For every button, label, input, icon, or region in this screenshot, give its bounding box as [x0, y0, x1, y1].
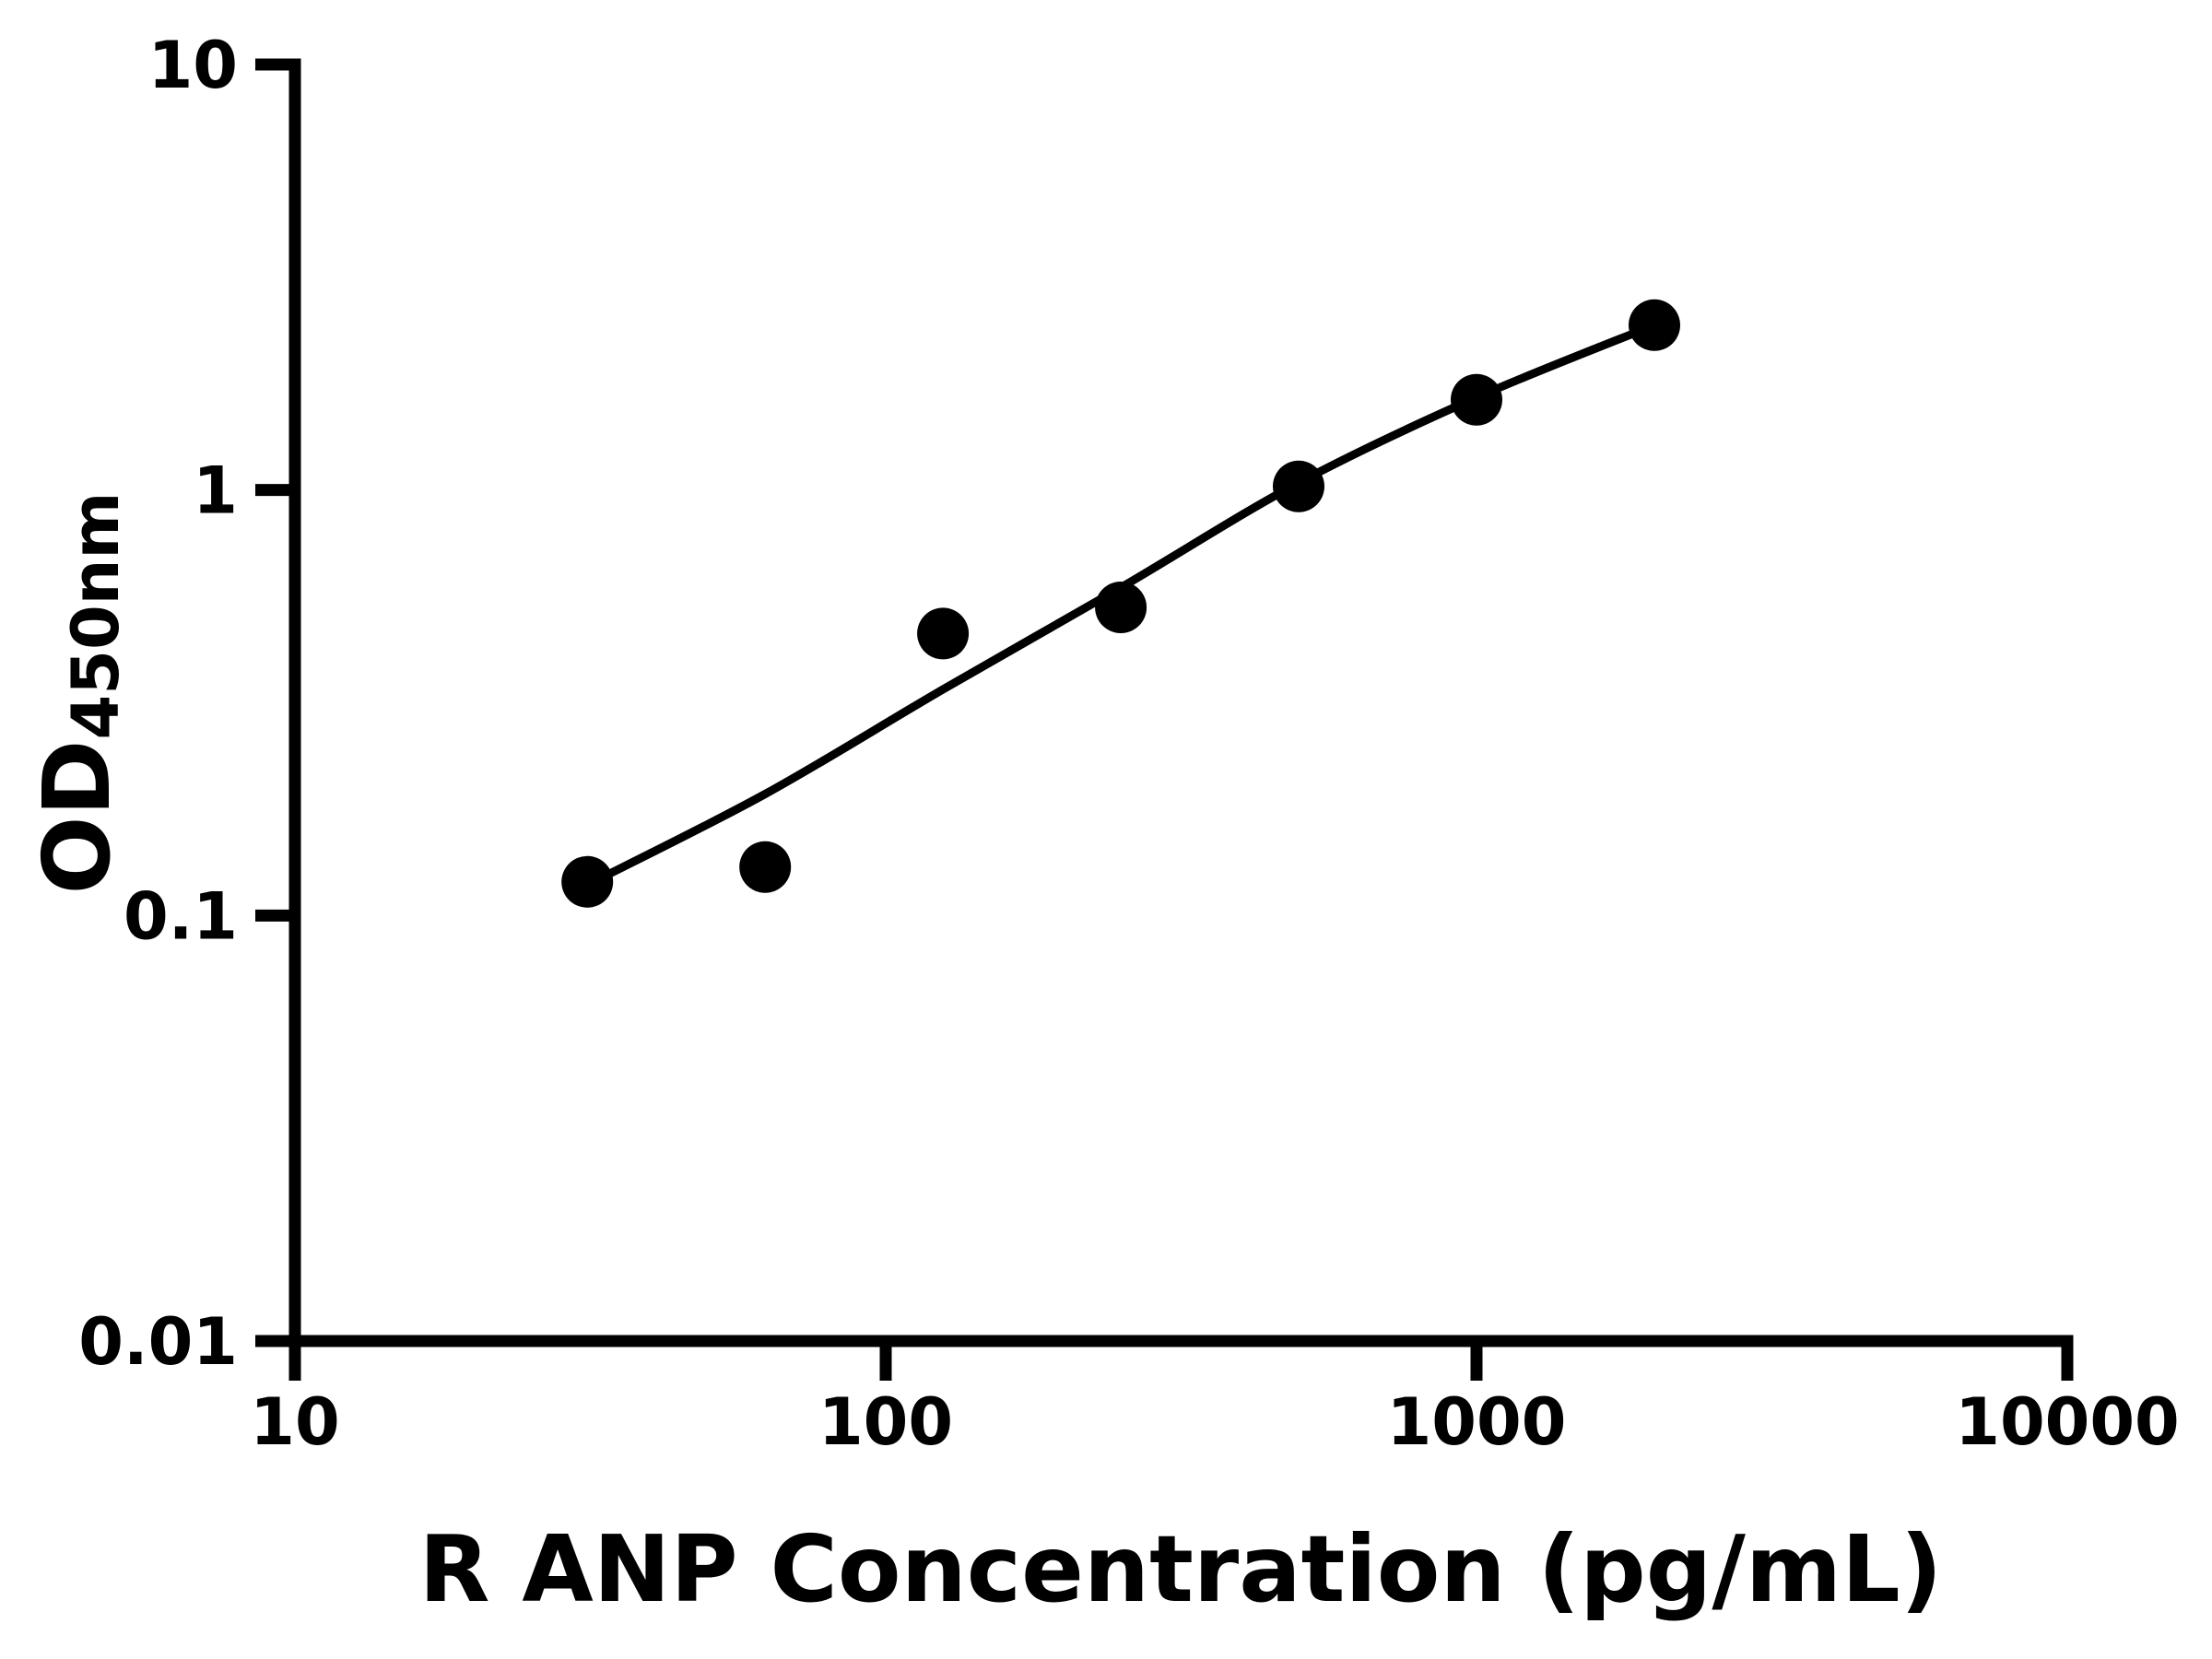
data-points-group: [561, 299, 1680, 908]
x-tick-label-100: 100: [818, 1384, 953, 1460]
data-point-62.5pgml: [739, 841, 792, 893]
data-point-2000pgml: [1629, 299, 1680, 351]
x-tick-label-1000: 1000: [1387, 1384, 1567, 1460]
x-tick-label-10: 10: [250, 1384, 339, 1460]
y-tick-label-10: 10: [148, 28, 238, 103]
x-tick-label-10000: 10000: [1955, 1384, 2180, 1460]
y-axis-title: OD450nm: [23, 492, 134, 895]
y-tick-label-1: 1: [193, 453, 238, 529]
axes-group: [255, 58, 2074, 1381]
data-point-500pgml: [1273, 460, 1324, 512]
data-point-250pgml: [1095, 582, 1147, 633]
y-axis-title-subscript: 450nm: [58, 492, 134, 740]
ticks-group: [255, 58, 2074, 1381]
data-point-125pgml: [917, 607, 970, 660]
y-axis-title-main: OD: [23, 739, 131, 894]
y-tick-label-0.01: 0.01: [78, 1304, 238, 1380]
y-tick-label-0.1: 0.1: [124, 878, 238, 954]
x-axis-title: R ANP Concentration (pg/mL): [419, 1515, 1943, 1623]
data-point-31.25pgml: [561, 855, 614, 908]
data-point-1000pgml: [1451, 373, 1502, 426]
